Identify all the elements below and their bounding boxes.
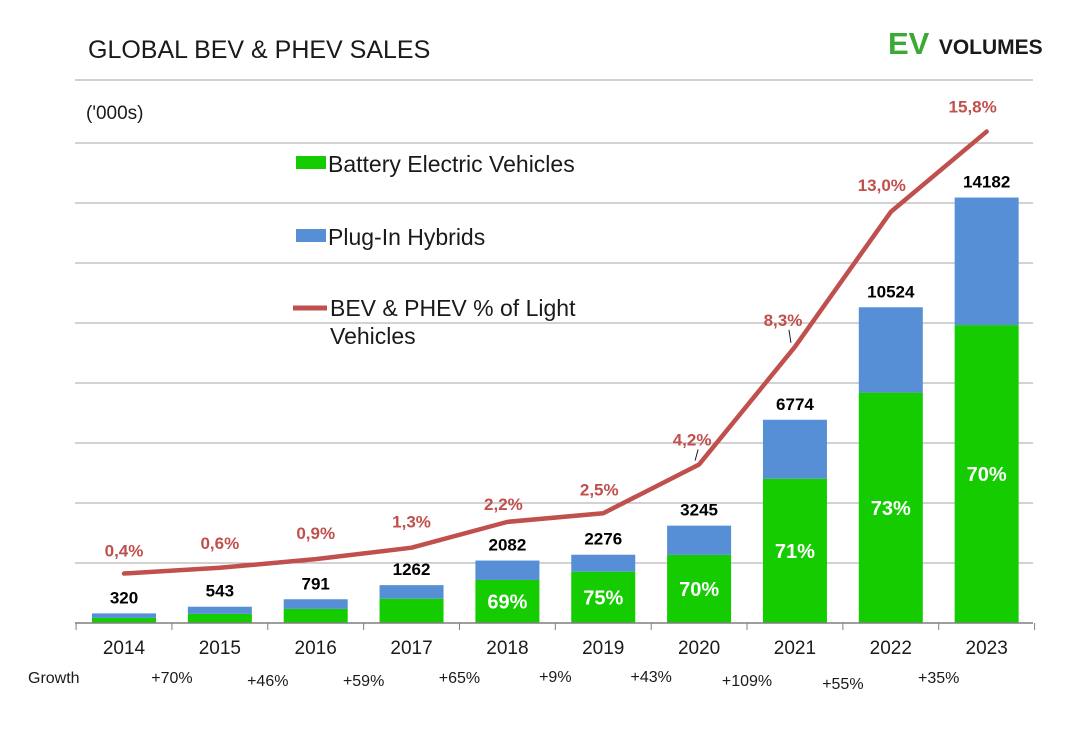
total-labels-group: 320 543 791 1262 2082 2276 3245 6774 10524 14182 bbox=[110, 173, 1010, 608]
total-label-2016: 791 bbox=[302, 574, 330, 593]
growth-row-label: Growth bbox=[28, 670, 80, 687]
pct-label-2023: 15,8% bbox=[949, 98, 997, 117]
bar-bev-2022 bbox=[858, 392, 923, 623]
pct-label-2021: 8,3% bbox=[764, 311, 803, 330]
bar-bev-2023 bbox=[954, 325, 1019, 623]
logo-ev-text: EV bbox=[888, 26, 930, 61]
pct-label-2015: 0,6% bbox=[200, 534, 239, 553]
bar-bev-2018 bbox=[475, 579, 540, 623]
legend-line-label-1: BEV & PHEV % of Light bbox=[330, 295, 576, 321]
bar-bev-2017 bbox=[379, 598, 444, 623]
legend-line-label-2: Vehicles bbox=[330, 323, 416, 349]
bar-bev-2016 bbox=[283, 608, 348, 623]
pct-leader-2020 bbox=[694, 449, 699, 461]
bev-share-label-2020: 70% bbox=[679, 579, 719, 601]
bev-share-label-2018: 69% bbox=[487, 591, 527, 613]
legend-bev-swatch bbox=[296, 156, 326, 169]
logo-volumes-text: VOLUMES bbox=[939, 36, 1043, 59]
x-tick-2015: 2015 bbox=[199, 638, 241, 659]
bar-phev-2023 bbox=[954, 197, 1019, 326]
growth-2021: +109% bbox=[722, 673, 772, 690]
total-label-2018: 2082 bbox=[488, 536, 526, 555]
total-label-2017: 1262 bbox=[393, 560, 431, 579]
growth-2016: +46% bbox=[247, 673, 288, 690]
bar-bev-2014 bbox=[92, 617, 156, 623]
bev-share-label-2023: 70% bbox=[967, 464, 1007, 486]
bev-share-label-2021: 71% bbox=[775, 541, 815, 563]
legend-bev-label: Battery Electric Vehicles bbox=[328, 151, 575, 177]
pct-leader-2021 bbox=[788, 329, 792, 343]
x-tick-2021: 2021 bbox=[774, 638, 816, 659]
bar-phev-2019 bbox=[571, 554, 636, 572]
bev-share-label-2022: 73% bbox=[871, 498, 911, 520]
legend: Battery Electric Vehicles Plug-In Hybrid… bbox=[293, 151, 576, 349]
bars-group bbox=[92, 197, 1019, 623]
pct-label-2014: 0,4% bbox=[105, 542, 144, 561]
bar-phev-2022 bbox=[858, 307, 923, 393]
total-label-2022: 10524 bbox=[867, 282, 915, 301]
pct-label-2018: 2,2% bbox=[484, 495, 523, 514]
bar-bev-2020 bbox=[667, 554, 732, 623]
share-line-group: 0,4% 0,6% 0,9% 1,3% 2,2% 2,5% 4,2% 8,3% 13,0% 15,… bbox=[105, 98, 997, 576]
pct-label-2019: 2,5% bbox=[580, 480, 619, 499]
growth-2017: +59% bbox=[343, 673, 384, 690]
growth-2015: +70% bbox=[151, 670, 192, 687]
total-label-2020: 3245 bbox=[680, 501, 718, 520]
bar-phev-2016 bbox=[283, 599, 348, 609]
growth-values: +70% +46% +59% +65% +9% +43% +109% +55% +35% bbox=[151, 669, 959, 693]
growth-2018: +65% bbox=[439, 670, 480, 687]
growth-2019: +9% bbox=[539, 669, 571, 686]
legend-phev-label: Plug-In Hybrids bbox=[328, 224, 485, 250]
pct-label-2017: 1,3% bbox=[392, 513, 431, 532]
gridlines bbox=[75, 142, 1033, 564]
bar-phev-2020 bbox=[667, 525, 732, 555]
pct-label-2022: 13,0% bbox=[858, 176, 906, 195]
x-tick-2016: 2016 bbox=[295, 638, 337, 659]
bar-phev-2014 bbox=[92, 613, 156, 618]
pct-label-2020: 4,2% bbox=[673, 430, 712, 449]
legend-phev-swatch bbox=[296, 229, 326, 242]
x-tick-2019: 2019 bbox=[582, 638, 624, 659]
bar-phev-2015 bbox=[187, 606, 252, 614]
growth-2023: +35% bbox=[918, 670, 959, 687]
x-tick-2020: 2020 bbox=[678, 638, 720, 659]
share-line bbox=[121, 129, 989, 576]
share-labels-group: 69% 75% 70% 71% 73% 70% bbox=[487, 464, 1006, 613]
unit-label: ('000s) bbox=[86, 103, 143, 124]
x-tick-2018: 2018 bbox=[486, 638, 528, 659]
total-label-2021: 6774 bbox=[776, 395, 814, 414]
bar-bev-2015 bbox=[187, 613, 252, 623]
bar-bev-2019 bbox=[571, 571, 636, 623]
x-tick-2017: 2017 bbox=[390, 638, 432, 659]
total-label-2023: 14182 bbox=[963, 173, 1010, 192]
bar-bev-2021 bbox=[762, 478, 827, 623]
chart-title: GLOBAL BEV & PHEV SALES bbox=[88, 36, 430, 64]
bar-phev-2021 bbox=[762, 419, 827, 479]
x-tick-2023: 2023 bbox=[966, 638, 1008, 659]
x-tick-labels: 2014 2015 2016 2017 2018 2019 2020 2021 2022 2023 bbox=[75, 623, 1036, 659]
bev-share-label-2019: 75% bbox=[583, 587, 623, 609]
growth-2020: +43% bbox=[630, 669, 671, 686]
bar-phev-2017 bbox=[379, 585, 444, 599]
x-tick-2014: 2014 bbox=[103, 638, 146, 659]
x-tick-2022: 2022 bbox=[870, 638, 912, 659]
growth-2022: +55% bbox=[822, 676, 863, 693]
total-label-2015: 543 bbox=[206, 582, 234, 601]
total-label-2019: 2276 bbox=[584, 530, 622, 549]
total-label-2014: 320 bbox=[110, 588, 138, 607]
pct-label-2016: 0,9% bbox=[296, 524, 335, 543]
ev-volumes-logo: EV VOLUMES bbox=[888, 26, 1043, 61]
bar-phev-2018 bbox=[475, 560, 540, 580]
